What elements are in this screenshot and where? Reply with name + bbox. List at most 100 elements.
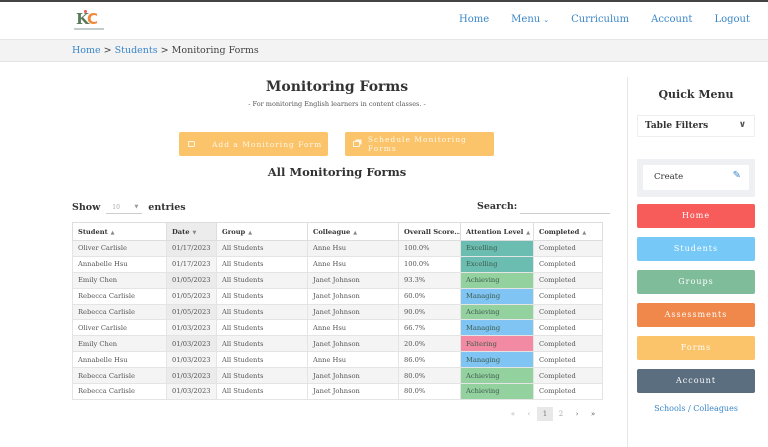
cell-date: 01/17/2023 <box>166 255 217 273</box>
add-monitoring-form-button[interactable]: Add a Monitoring Form <box>179 132 328 156</box>
attention-level-badge: Achieving <box>460 367 534 385</box>
schedule-monitoring-forms-button[interactable]: Schedule Monitoring Forms <box>345 132 494 156</box>
page-title: Monitoring Forms <box>265 79 409 95</box>
cell-score: 80.0% <box>398 383 461 400</box>
cell-colleague: Anne Hsu <box>307 319 399 337</box>
cell-group: All Students <box>216 255 308 273</box>
logo[interactable]: K C <box>74 10 104 34</box>
table-filters-label: Table Filters <box>645 121 709 131</box>
cell-completed: Completed <box>533 351 603 369</box>
attention-level-badge: Achieving <box>460 271 534 289</box>
cell-colleague: Anne Hsu <box>307 240 399 257</box>
cell-student: Rebecca Carlisle <box>72 287 167 305</box>
cell-colleague: Anne Hsu <box>307 255 399 273</box>
cell-colleague: Janet Johnson <box>307 367 399 385</box>
breadcrumb-students[interactable]: Students <box>114 45 158 56</box>
column-header-completed[interactable]: Completed ▲ <box>533 222 603 241</box>
search-label: Search: <box>477 201 518 212</box>
cell-student: Annabelle Hsu <box>72 255 167 273</box>
cell-completed: Completed <box>533 319 603 337</box>
cell-group: All Students <box>216 240 308 257</box>
breadcrumb-separator: > <box>160 45 172 56</box>
sort-asc-icon: ▲ <box>248 229 253 236</box>
nav-account[interactable]: Account <box>651 14 693 25</box>
cell-colleague: Janet Johnson <box>307 303 399 321</box>
cell-score: 60.0% <box>398 287 461 305</box>
breadcrumb-separator: > <box>103 45 115 56</box>
breadcrumb: Home > Students > Monitoring Forms <box>72 45 259 56</box>
last-page-button[interactable]: » <box>590 410 596 418</box>
column-header-attention-level[interactable]: Attention Level ▲ <box>460 222 534 241</box>
table-row[interactable]: Emily Chen 01/03/2023 All Students Janet Jo… <box>72 335 603 353</box>
table-filters-dropdown[interactable]: Table Filters ∨ <box>637 115 755 137</box>
breadcrumb-home[interactable]: Home <box>72 45 101 56</box>
page-length-select[interactable]: 10 ▼ <box>106 201 143 214</box>
copy-icon <box>353 141 360 147</box>
attention-level-badge: Excelling <box>460 240 534 257</box>
column-header-colleague[interactable]: Colleague ▲ <box>307 222 399 241</box>
sidebar-groups-button[interactable]: Groups <box>637 270 755 294</box>
table-row[interactable]: Emily Chen 01/05/2023 All Students Janet Jo… <box>72 271 603 289</box>
sidebar-students-button[interactable]: Students <box>637 237 755 261</box>
column-header-student[interactable]: Student ▲ <box>72 222 167 241</box>
schools-colleagues-link[interactable]: Schools / Colleagues <box>654 404 738 413</box>
cell-completed: Completed <box>533 335 603 353</box>
table-row[interactable]: Rebecca Carlisle 01/03/2023 All Students Ja… <box>72 383 603 400</box>
search-control: Search: <box>477 201 611 214</box>
cell-student: Rebecca Carlisle <box>72 303 167 321</box>
column-header-date[interactable]: Date ▼ <box>166 222 217 241</box>
create-panel: Create ✎ <box>637 159 755 197</box>
cell-completed: Completed <box>533 383 603 400</box>
table-row[interactable]: Oliver Carlisle 01/03/2023 All Students Ann… <box>72 319 603 337</box>
table-row[interactable]: Annabelle Hsu 01/17/2023 All Students Anne … <box>72 255 603 273</box>
sidebar-account-button[interactable]: Account <box>637 369 755 393</box>
sidebar-home-button[interactable]: Home <box>637 204 755 228</box>
page-length-control: Show 10 ▼ entries <box>72 201 186 214</box>
create-label: Create <box>654 172 684 182</box>
pagination: « ‹ 1 2 › » <box>505 407 601 421</box>
table-row[interactable]: Annabelle Hsu 01/03/2023 All Students Anne … <box>72 351 603 369</box>
cell-group: All Students <box>216 319 308 337</box>
cell-colleague: Janet Johnson <box>307 335 399 353</box>
cell-colleague: Janet Johnson <box>307 383 399 400</box>
top-border <box>0 0 768 2</box>
nav-home[interactable]: Home <box>459 14 490 25</box>
column-header-overall-score[interactable]: Overall Score... <box>398 222 461 241</box>
cell-group: All Students <box>216 335 308 353</box>
entries-label: entries <box>148 202 186 213</box>
nav-curriculum[interactable]: Curriculum <box>571 14 630 25</box>
page-1-button[interactable]: 1 <box>537 407 553 421</box>
search-input[interactable] <box>520 201 611 214</box>
monitoring-forms-table: Student ▲ Date ▼ Group ▲ Colleague ▲ Overall… <box>72 222 603 400</box>
create-button[interactable]: Create ✎ <box>643 165 749 190</box>
cell-score: 93.3% <box>398 271 461 289</box>
cell-score: 100.0% <box>398 240 461 257</box>
attention-level-badge: Managing <box>460 351 534 369</box>
cell-date: 01/03/2023 <box>166 367 217 385</box>
next-page-button[interactable]: › <box>575 410 579 418</box>
page-2-button[interactable]: 2 <box>558 410 564 418</box>
cell-group: All Students <box>216 351 308 369</box>
sidebar-assessments-button[interactable]: Assessments <box>637 303 755 327</box>
table-row[interactable]: Rebecca Carlisle 01/03/2023 All Students Ja… <box>72 367 603 385</box>
nav-logout[interactable]: Logout <box>714 14 750 25</box>
cell-date: 01/17/2023 <box>166 240 217 257</box>
logo-letter-k: K <box>76 10 90 28</box>
table-row[interactable]: Oliver Carlisle 01/17/2023 All Students Ann… <box>72 240 603 257</box>
cell-date: 01/03/2023 <box>166 383 217 400</box>
prev-page-button[interactable]: ‹ <box>527 410 531 418</box>
cell-student: Emily Chen <box>72 335 167 353</box>
cell-colleague: Janet Johnson <box>307 287 399 305</box>
sort-asc-icon: ▲ <box>526 229 531 236</box>
nav-menu[interactable]: Menu ⌄ <box>511 14 549 25</box>
quick-menu-title: Quick Menu <box>658 88 734 101</box>
sidebar-divider <box>627 77 628 447</box>
table-row[interactable]: Rebecca Carlisle 01/05/2023 All Students Ja… <box>72 287 603 305</box>
attention-level-badge: Managing <box>460 287 534 305</box>
column-header-group[interactable]: Group ▲ <box>216 222 308 241</box>
cell-student: Rebecca Carlisle <box>72 383 167 400</box>
first-page-button[interactable]: « <box>510 410 516 418</box>
cell-completed: Completed <box>533 303 603 321</box>
table-row[interactable]: Rebecca Carlisle 01/05/2023 All Students Ja… <box>72 303 603 321</box>
sidebar-forms-button[interactable]: Forms <box>637 336 755 360</box>
